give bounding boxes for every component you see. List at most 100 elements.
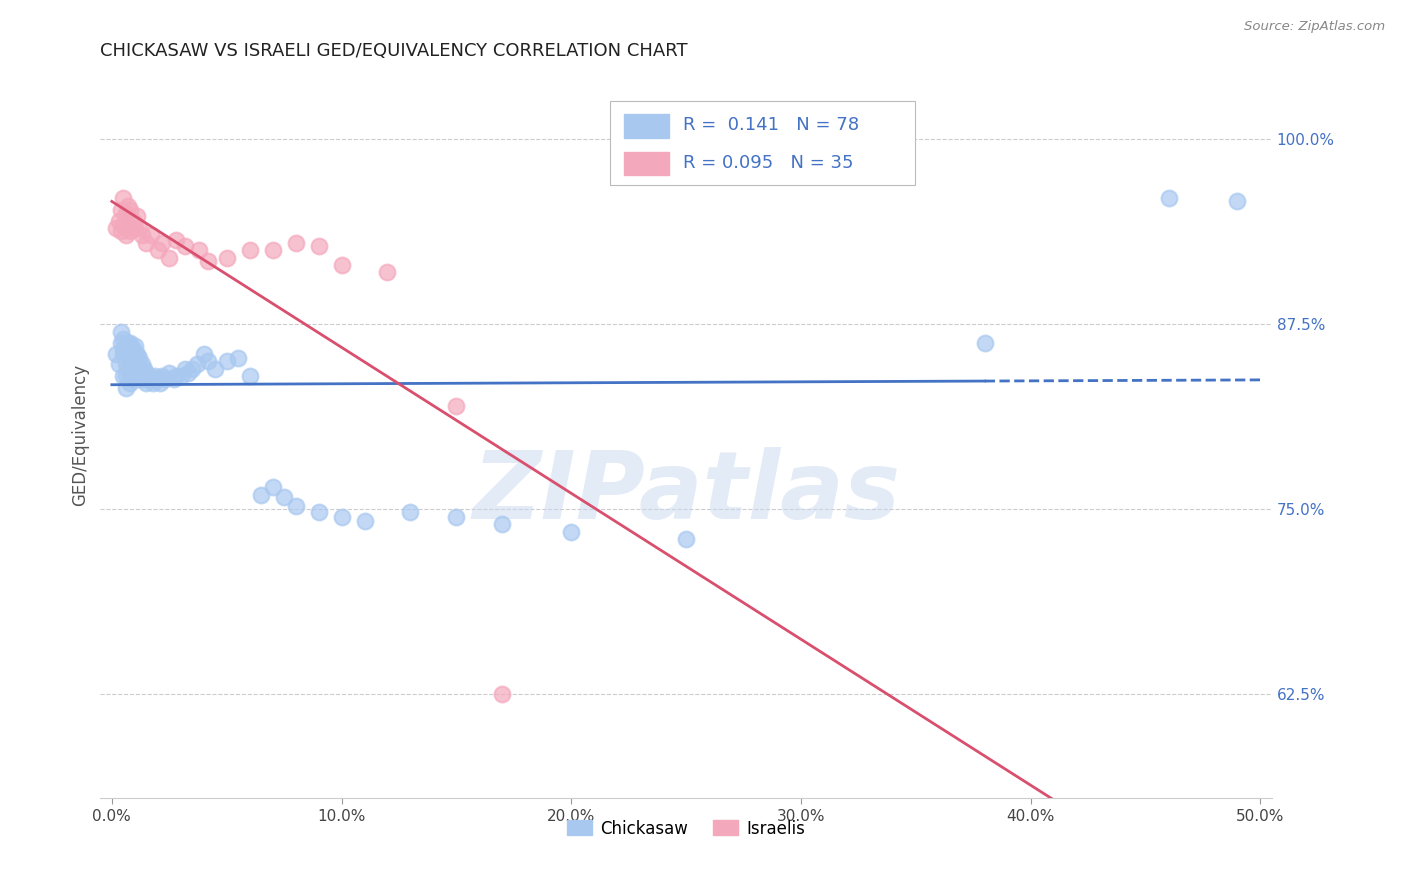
Point <box>446 399 468 413</box>
Point <box>121 213 143 227</box>
Point <box>135 366 157 380</box>
Point <box>120 376 142 391</box>
Point <box>110 325 132 339</box>
Point <box>197 354 219 368</box>
Point <box>121 361 143 376</box>
Point <box>239 243 262 257</box>
Point <box>284 500 307 514</box>
Point <box>197 253 219 268</box>
Point <box>157 251 180 265</box>
Legend: Chickasaw, Israelis: Chickasaw, Israelis <box>560 813 813 844</box>
Y-axis label: GED/Equivalency: GED/Equivalency <box>72 364 89 507</box>
Text: R =  0.141   N = 78: R = 0.141 N = 78 <box>682 116 859 135</box>
Text: ZIPatlas: ZIPatlas <box>472 448 900 540</box>
Point <box>675 532 697 546</box>
Point <box>114 369 136 384</box>
Point <box>186 357 208 371</box>
Point <box>149 376 172 391</box>
Point <box>215 354 238 368</box>
Point <box>150 235 173 250</box>
Point <box>193 347 215 361</box>
Point <box>153 372 176 386</box>
Point <box>150 369 173 384</box>
Point <box>124 339 146 353</box>
Point <box>188 243 211 257</box>
Point <box>105 347 128 361</box>
Point <box>127 369 149 384</box>
Point <box>124 369 146 384</box>
Point <box>157 366 180 380</box>
Point <box>273 491 295 505</box>
Point <box>131 369 153 384</box>
Point <box>128 221 150 235</box>
Point <box>120 224 142 238</box>
FancyBboxPatch shape <box>610 102 914 185</box>
Point <box>176 366 198 380</box>
Point <box>121 351 143 366</box>
Point <box>174 361 197 376</box>
Point <box>165 369 187 384</box>
Point <box>127 357 149 371</box>
Point <box>353 514 375 528</box>
Point <box>112 347 135 361</box>
Point <box>132 361 155 376</box>
FancyBboxPatch shape <box>624 152 668 176</box>
Point <box>112 343 135 357</box>
Point <box>1226 194 1249 209</box>
Point <box>204 361 226 376</box>
Point <box>262 243 284 257</box>
Point <box>146 372 169 386</box>
Point <box>491 517 513 532</box>
FancyBboxPatch shape <box>624 114 668 137</box>
Point <box>215 251 238 265</box>
Point <box>139 372 162 386</box>
Point <box>128 372 150 386</box>
Point <box>491 688 513 702</box>
Point <box>117 221 139 235</box>
Point <box>163 372 186 386</box>
Point <box>132 372 155 386</box>
Text: Source: ZipAtlas.com: Source: ZipAtlas.com <box>1244 20 1385 33</box>
Point <box>446 509 468 524</box>
Point <box>117 199 139 213</box>
Point <box>114 381 136 395</box>
Point <box>110 336 132 351</box>
Point <box>124 221 146 235</box>
Point <box>124 350 146 364</box>
Point <box>117 361 139 376</box>
Point <box>117 336 139 351</box>
Point <box>262 480 284 494</box>
Point <box>120 203 142 218</box>
Point <box>330 258 353 272</box>
Point <box>399 505 422 519</box>
Point <box>120 357 142 371</box>
Point <box>107 213 129 227</box>
Point <box>131 357 153 371</box>
Point <box>308 505 330 519</box>
Point <box>114 347 136 361</box>
Point <box>377 265 399 279</box>
Point <box>330 509 353 524</box>
Point <box>135 376 157 391</box>
Point <box>146 243 169 257</box>
Text: CHICKASAW VS ISRAELI GED/EQUIVALENCY CORRELATION CHART: CHICKASAW VS ISRAELI GED/EQUIVALENCY COR… <box>100 42 688 60</box>
Point <box>284 235 307 250</box>
Point <box>107 357 129 371</box>
Point <box>112 369 135 384</box>
Point <box>131 228 153 243</box>
Point <box>973 336 995 351</box>
Point <box>127 347 149 361</box>
Point <box>145 369 167 384</box>
Point <box>110 203 132 218</box>
Point <box>117 351 139 366</box>
Point <box>560 524 582 539</box>
Point <box>181 361 204 376</box>
Point <box>117 343 139 357</box>
Point <box>128 361 150 376</box>
Point <box>139 228 162 243</box>
Point <box>121 372 143 386</box>
Point <box>174 238 197 252</box>
Point <box>120 369 142 384</box>
Point <box>239 369 262 384</box>
Point <box>112 332 135 346</box>
